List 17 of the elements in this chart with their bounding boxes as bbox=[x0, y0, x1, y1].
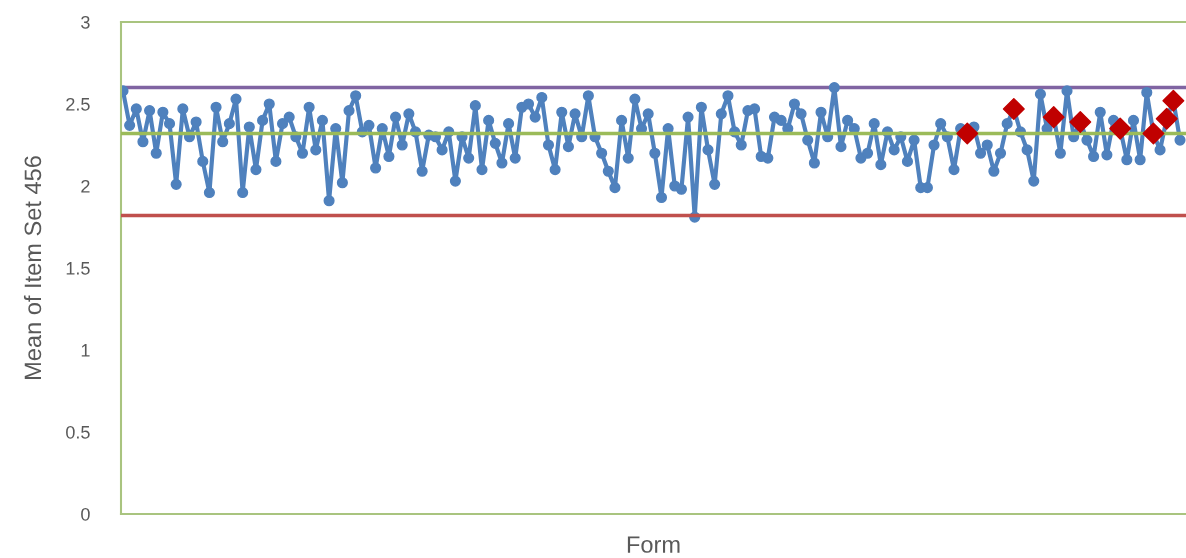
point bbox=[1142, 122, 1165, 145]
y-tick-label: 1 bbox=[81, 344, 90, 357]
point bbox=[1042, 106, 1065, 129]
y-axis-title: Mean of Item Set 456 bbox=[23, 156, 42, 379]
point bbox=[1109, 117, 1132, 140]
x-axis-title: Form bbox=[627, 536, 680, 553]
y-tick-label: 3 bbox=[81, 15, 90, 29]
y-tick-label: 0 bbox=[81, 507, 90, 521]
y-tick-label: 0.5 bbox=[66, 425, 90, 439]
y-tick-label: 2 bbox=[81, 179, 90, 193]
point bbox=[1069, 111, 1092, 134]
point bbox=[1162, 89, 1185, 112]
y-tick-label: 1.5 bbox=[66, 262, 90, 275]
point bbox=[956, 122, 979, 145]
y-tick-label: 2.5 bbox=[66, 97, 90, 111]
point bbox=[1002, 97, 1025, 120]
point bbox=[1155, 107, 1178, 130]
